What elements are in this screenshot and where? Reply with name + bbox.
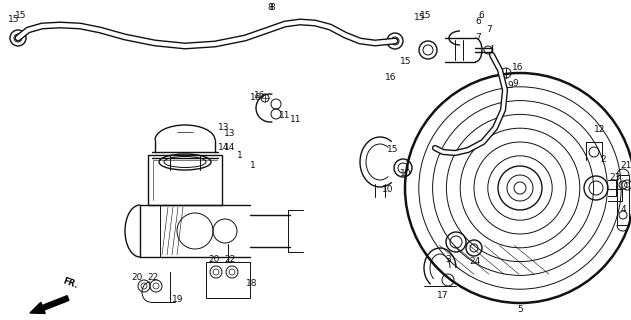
Text: 1: 1	[237, 150, 243, 159]
Text: 18: 18	[246, 279, 257, 289]
Bar	[206, 262, 250, 298]
Text: 22: 22	[148, 274, 158, 283]
Text: 23: 23	[610, 173, 621, 182]
Text: 8: 8	[269, 4, 275, 12]
Text: 22: 22	[225, 255, 235, 265]
Text: 16: 16	[254, 91, 266, 100]
Text: 6: 6	[478, 11, 484, 20]
Text: 9: 9	[507, 81, 513, 90]
Text: 14: 14	[218, 143, 230, 153]
Text: 12: 12	[594, 125, 606, 134]
Bar	[617, 175, 629, 225]
Text: 19: 19	[172, 295, 184, 305]
Text: 4: 4	[620, 205, 626, 214]
Text: 3: 3	[445, 255, 451, 265]
Text: FR.: FR.	[62, 276, 80, 290]
Text: 15: 15	[414, 13, 426, 22]
Text: 15: 15	[15, 12, 27, 20]
FancyArrow shape	[30, 296, 69, 314]
Text: 10: 10	[400, 169, 411, 178]
Text: 5: 5	[517, 306, 523, 315]
Text: 20: 20	[131, 274, 143, 283]
Text: 7: 7	[475, 34, 481, 43]
Text: 15: 15	[420, 11, 432, 20]
Text: 16: 16	[512, 63, 524, 73]
Text: 15: 15	[400, 58, 411, 67]
Text: 15: 15	[387, 146, 399, 155]
Text: 11: 11	[280, 111, 291, 121]
Text: 6: 6	[475, 18, 481, 27]
Text: 8: 8	[267, 4, 273, 12]
Text: 13: 13	[218, 124, 230, 132]
Text: 9: 9	[512, 78, 518, 87]
Text: 16: 16	[250, 92, 261, 101]
Text: 24: 24	[469, 258, 481, 267]
Text: 16: 16	[384, 74, 396, 83]
Text: 14: 14	[224, 143, 236, 153]
Text: 1: 1	[250, 161, 256, 170]
Text: 10: 10	[382, 186, 394, 195]
Bar	[148, 155, 222, 205]
Text: 13: 13	[224, 129, 236, 138]
Text: 21: 21	[620, 161, 631, 170]
Text: 2: 2	[600, 156, 606, 164]
Text: 15: 15	[8, 15, 20, 25]
Text: 11: 11	[290, 116, 302, 124]
Text: 20: 20	[208, 255, 220, 265]
Text: 7: 7	[486, 26, 492, 35]
Text: 17: 17	[437, 291, 449, 300]
